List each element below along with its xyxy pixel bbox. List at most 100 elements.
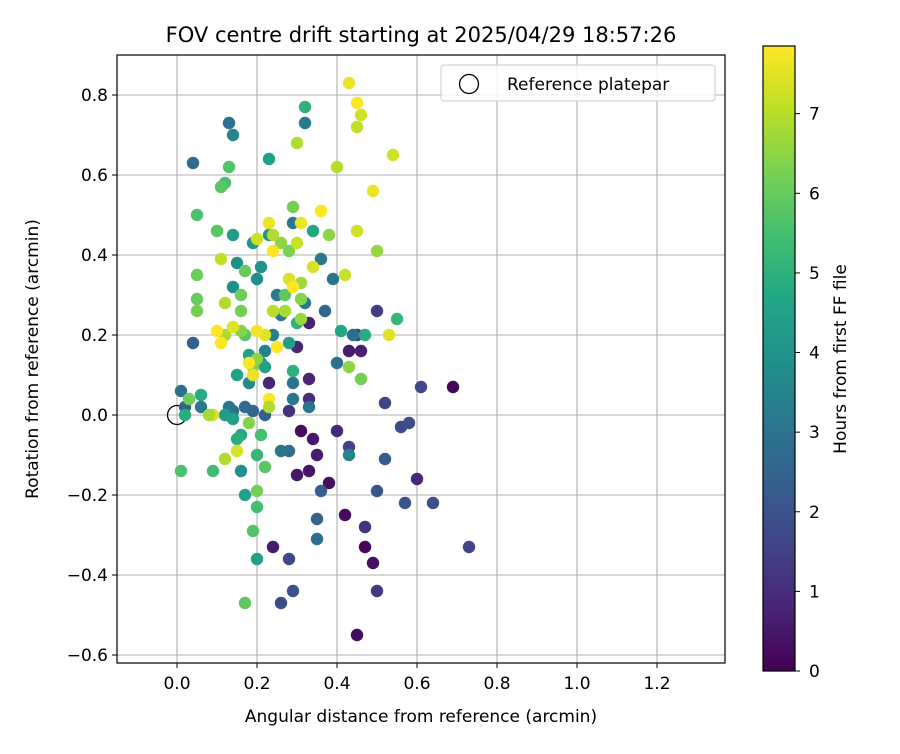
data-point <box>174 384 188 398</box>
x-tick-label: 0.8 <box>483 674 510 694</box>
colorbar-tick-label: 6 <box>809 184 820 204</box>
data-point <box>186 156 200 170</box>
data-point <box>202 408 216 422</box>
x-tick-label: 1.2 <box>643 674 670 694</box>
data-point <box>462 540 476 554</box>
data-point <box>210 324 224 338</box>
y-tick-label: −0.2 <box>67 486 108 506</box>
data-point <box>282 336 296 350</box>
data-point <box>194 400 208 414</box>
data-point <box>262 216 276 230</box>
x-tick-label: 0.6 <box>403 674 430 694</box>
data-point <box>338 508 352 522</box>
data-point <box>378 452 392 466</box>
data-point <box>266 304 280 318</box>
data-point <box>410 472 424 486</box>
colorbar-tick-label: 5 <box>809 264 820 284</box>
data-point <box>178 408 192 422</box>
data-point <box>238 264 252 278</box>
data-point <box>310 532 324 546</box>
y-tick-label: 0.8 <box>81 86 108 106</box>
data-point <box>314 484 328 498</box>
data-point <box>274 596 288 610</box>
data-point <box>234 304 248 318</box>
data-point <box>270 340 284 354</box>
data-point <box>250 324 264 338</box>
data-point <box>214 252 228 266</box>
data-point <box>242 416 256 430</box>
data-point <box>278 288 292 302</box>
data-point <box>230 256 244 270</box>
data-point <box>306 432 320 446</box>
data-point <box>218 296 232 310</box>
data-point <box>342 76 356 90</box>
x-tick-label: 0.0 <box>163 674 190 694</box>
colorbar-tick-label: 0 <box>809 662 820 682</box>
y-axis-label: Rotation from reference (arcmin) <box>23 219 43 499</box>
data-point <box>366 556 380 570</box>
data-point <box>210 224 224 238</box>
data-point <box>342 448 356 462</box>
data-point <box>294 312 308 326</box>
data-point <box>334 324 348 338</box>
data-point <box>218 452 232 466</box>
data-point <box>214 336 228 350</box>
data-point <box>234 288 248 302</box>
data-point <box>274 444 288 458</box>
data-point <box>322 228 336 242</box>
data-point <box>234 464 248 478</box>
data-point <box>282 552 296 566</box>
y-tick-label: −0.6 <box>67 646 108 666</box>
data-point <box>382 328 396 342</box>
data-point <box>290 468 304 482</box>
data-point <box>194 388 208 402</box>
data-point <box>238 488 252 502</box>
data-point <box>230 432 244 446</box>
colorbar-gradient <box>762 45 796 672</box>
data-point <box>246 524 260 538</box>
data-point <box>286 200 300 214</box>
data-point <box>426 496 440 510</box>
colorbar-ticks: 0 1 2 3 4 5 6 7 <box>795 105 820 682</box>
data-point <box>238 400 252 414</box>
data-point <box>314 252 328 266</box>
legend-entry-reference-platepar: Reference platepar <box>507 75 669 95</box>
data-point <box>226 228 240 242</box>
data-point <box>338 268 352 282</box>
colorbar-tick-label: 1 <box>809 582 820 602</box>
data-point <box>250 448 264 462</box>
data-point <box>326 272 340 286</box>
data-point <box>174 464 188 478</box>
data-point <box>294 216 308 230</box>
colorbar-tick-label: 2 <box>809 503 820 523</box>
data-point <box>314 204 328 218</box>
data-point <box>322 476 336 490</box>
data-point <box>350 120 364 134</box>
data-point <box>226 320 240 334</box>
data-point <box>266 540 280 554</box>
data-point <box>254 428 268 442</box>
legend-marker-reference <box>458 73 480 95</box>
colorbar-tick-label: 4 <box>809 344 820 364</box>
colorbar: 0 1 2 3 4 5 6 7 Hours from first FF file <box>762 45 851 682</box>
data-point <box>286 392 300 406</box>
data-point <box>186 336 200 350</box>
data-point <box>298 116 312 130</box>
chart-title: FOV centre drift starting at 2025/04/29 … <box>166 23 677 47</box>
x-axis-label: Angular distance from reference (arcmin) <box>245 707 597 727</box>
data-point <box>330 160 344 174</box>
data-point <box>398 496 412 510</box>
data-point <box>238 596 252 610</box>
data-point <box>302 464 316 478</box>
data-point <box>262 376 276 390</box>
x-tick-label: 1.0 <box>563 674 590 694</box>
data-point <box>258 344 272 358</box>
data-point <box>274 236 288 250</box>
data-point <box>310 448 324 462</box>
data-point <box>230 444 244 458</box>
y-axis-ticks: −0.6 −0.4 −0.2 0.0 0.2 0.4 0.6 0.8 <box>67 86 117 666</box>
data-point <box>250 500 264 514</box>
data-point <box>286 364 300 378</box>
data-point <box>386 148 400 162</box>
